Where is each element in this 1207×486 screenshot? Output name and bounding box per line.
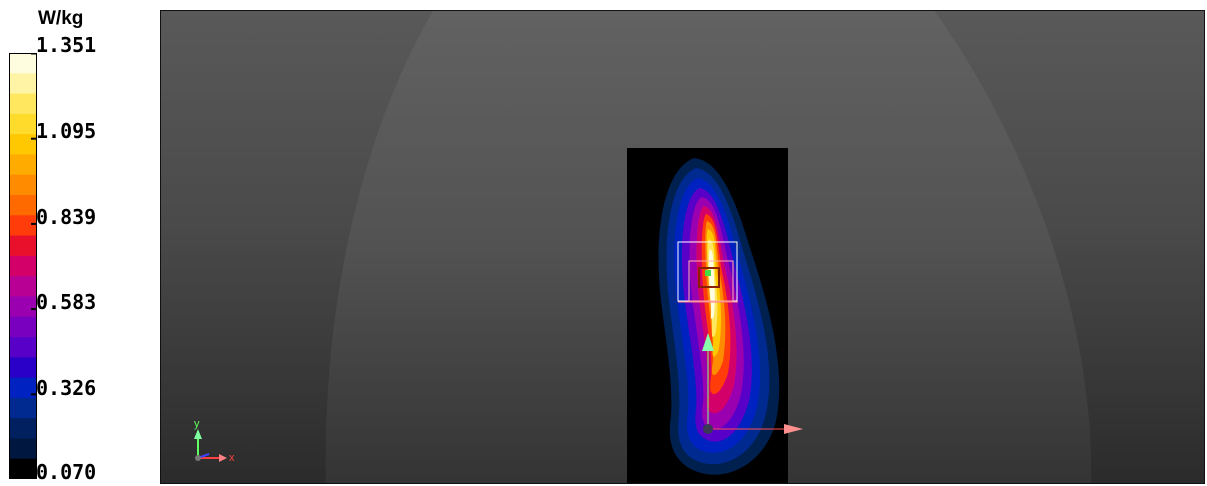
color-swatch	[9, 113, 37, 135]
color-swatch	[9, 235, 37, 257]
tick-label-2: 1.095	[36, 119, 97, 143]
scene-svg: y x	[194, 11, 1092, 483]
device-axis-y-arrow	[702, 333, 714, 351]
device-origin	[703, 424, 713, 434]
color-swatch	[9, 276, 37, 298]
color-legend: W/kg 1.351 1.095 0.839 0.583 0.326 0.070	[0, 0, 150, 486]
color-swatch	[9, 255, 37, 277]
color-swatch	[9, 174, 37, 196]
color-swatch	[9, 53, 37, 74]
color-scale-bar	[9, 53, 37, 479]
tick-label-4: 0.583	[36, 290, 97, 314]
device-axis-x-arrow	[784, 424, 803, 434]
color-swatch	[9, 438, 37, 460]
axis-label-y: y	[194, 418, 200, 430]
orientation-triad: y x	[194, 418, 235, 464]
axis-label-x: x	[229, 452, 235, 464]
color-swatch	[9, 93, 37, 115]
zoom-scan-inner	[688, 260, 734, 302]
tick-label-5: 0.326	[36, 376, 97, 400]
legend-unit: W/kg	[38, 8, 84, 29]
color-swatch	[9, 357, 37, 379]
tick-label-max: 1.351	[36, 33, 97, 57]
color-swatch	[9, 296, 37, 318]
peak-box	[698, 267, 720, 288]
color-swatch	[9, 397, 37, 419]
color-swatch	[9, 73, 37, 95]
tick-label-3: 0.839	[36, 205, 97, 229]
color-swatch	[9, 195, 37, 216]
color-swatch	[9, 134, 37, 156]
color-swatch	[9, 458, 37, 479]
color-swatch	[9, 377, 37, 399]
color-scale-svg	[9, 53, 37, 479]
tick-label-min: 0.070	[36, 460, 97, 484]
color-swatch	[9, 215, 37, 237]
color-swatch	[9, 154, 37, 176]
color-swatch	[9, 337, 37, 358]
color-swatch	[9, 316, 37, 338]
peak-marker	[705, 270, 711, 276]
3d-viewport[interactable]: y x	[160, 10, 1205, 484]
color-scale-border	[9, 53, 37, 479]
color-swatch	[9, 418, 37, 440]
